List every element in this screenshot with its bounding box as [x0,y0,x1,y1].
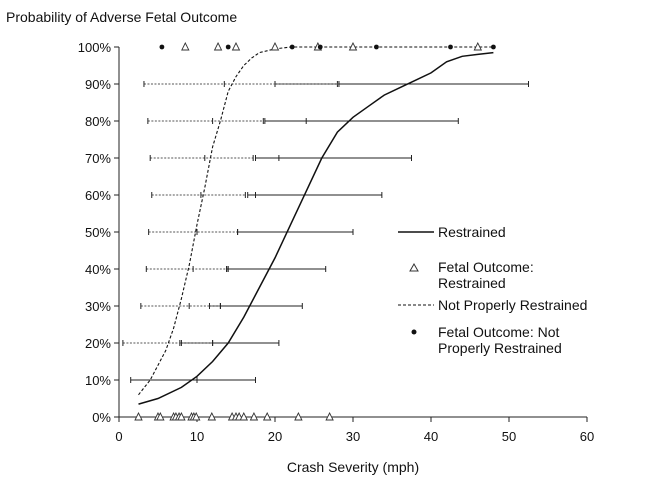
fetal-outcome-not-properly-restrained-marker [159,44,165,50]
y-tick-label: 10% [85,373,111,388]
x-tick-label: 30 [346,429,360,444]
fetal-outcome-not-properly-restrained-marker [317,44,323,50]
series-line-restrained [138,51,494,405]
fetal-outcome-not-properly-restrained-marker [289,44,295,50]
x-tick-label: 50 [502,429,516,444]
fetal-outcome-restrained-marker [207,411,217,421]
x-tick-label: 20 [268,429,282,444]
fetal-outcome-restrained-marker [473,41,483,51]
fetal-outcome-restrained-marker [325,411,334,421]
y-tick-label: 40% [85,262,111,277]
fetal-outcome-not-properly-restrained-marker [491,44,496,50]
legend-label-fetal-outcome-not-properly-restrained: Fetal Outcome: Not Properly Restrained [438,324,563,356]
y-tick-label: 80% [85,114,111,129]
fetal-outcome-restrained-marker [134,411,143,421]
fetal-outcome-not-properly-restrained-marker [374,44,379,50]
fetal-outcome-restrained-marker [156,411,165,421]
legend-label-fetal-outcome-restrained-line2: Restrained [438,275,506,291]
fetal-outcome-not-properly-restrained-marker [225,44,231,50]
x-tick-label: 0 [115,429,122,444]
fetal-outcome-restrained-marker [191,411,201,421]
legend: Restrained Fetal Outcome: Restrained Not… [398,224,587,356]
y-tick-label: 20% [85,336,111,351]
plot-area: 0% 10% 20% 30% 40% 50% 60% 70% 80% 90% 100% 0 10 20 30… [78,40,594,444]
legend-swatch-fetal-outcome-restrained [409,262,419,272]
fetal-outcome-restrained-marker [239,411,249,421]
chart-title: Probability of Adverse Fetal Outcome [6,9,237,25]
legend-label-fetal-outcome-restrained-line1: Fetal Outcome: [438,259,534,275]
legend-label-fetal-outcome-not-properly-restrained-line2: Properly Restrained [438,340,562,356]
fetal-outcome-restrained-marker [249,411,259,421]
fetal-outcome-restrained-marker [181,41,190,51]
legend-swatch-fetal-outcome-not-properly-restrained [411,329,417,335]
y-tick-label: 60% [85,188,111,203]
x-tick-label: 10 [190,429,204,444]
x-tick-label: 60 [580,429,594,444]
legend-label-not-properly-restrained: Not Properly Restrained [438,297,587,313]
y-tick-label: 70% [85,151,111,166]
fetal-outcome-restrained-marker [348,41,358,51]
x-tick-label: 40 [424,429,438,444]
y-tick-label: 30% [85,299,111,314]
legend-label-restrained: Restrained [438,224,506,240]
y-tick-label: 0% [92,410,111,425]
y-tick-label: 50% [85,225,111,240]
series-line-not-properly-restrained [138,46,494,396]
fetal-outcome-restrained-marker [213,41,223,51]
y-tick-label: 100% [78,40,112,55]
fetal-outcome-restrained-marker [270,41,280,51]
error-bars [122,81,529,383]
fetal-outcome-markers [134,41,496,421]
fetal-outcome-not-properly-restrained-marker [448,44,453,50]
axis-ticks: 0% 10% 20% 30% 40% 50% 60% 70% 80% 90% 100% 0 10 20 30… [78,40,594,444]
legend-label-fetal-outcome-not-properly-restrained-line1: Fetal Outcome: Not [438,324,559,340]
fetal-outcome-restrained-marker [294,411,303,421]
y-tick-label: 90% [85,77,111,92]
legend-label-fetal-outcome-restrained: Fetal Outcome: Restrained [438,259,538,291]
series-lines [138,46,494,405]
fetal-outcome-restrained-marker [262,411,272,421]
fetal-outcome-restrained-marker [231,41,241,51]
x-axis-label: Crash Severity (mph) [287,459,419,475]
fetal-outcome-restrained-marker [177,411,186,421]
